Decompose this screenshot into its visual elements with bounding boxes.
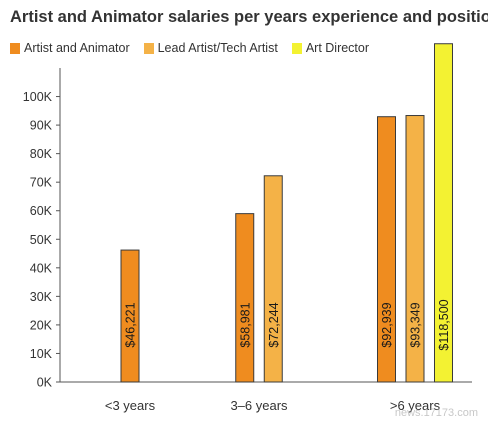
bar-lead-artist-tech-artist-2 — [405, 115, 425, 383]
bar-value-label: $72,244 — [267, 302, 281, 347]
bar-lead-artist-tech-artist-1 — [263, 175, 283, 383]
legend-label-lead-artist: Lead Artist/Tech Artist — [157, 41, 278, 55]
y-tick-label: 30K — [30, 290, 53, 304]
y-tick-label: 80K — [30, 147, 53, 161]
y-tick-label: 10K — [30, 347, 53, 361]
bar-art-director-2 — [434, 43, 453, 383]
legend-swatch-art-director — [291, 42, 302, 54]
y-tick-label: 70K — [30, 176, 53, 190]
watermark-text: news.17173.com — [394, 407, 478, 419]
legend: Artist and Animator Lead Artist/Tech Art… — [10, 41, 369, 55]
y-tick-label: 50K — [30, 233, 53, 247]
bar-artist-and-animator-2 — [377, 116, 396, 383]
bar-value-label: $93,349 — [409, 302, 423, 347]
legend-label-art-director: Art Director — [305, 41, 370, 55]
legend-item-art-director: Art Director — [291, 41, 370, 55]
y-tick-label: 100K — [23, 90, 53, 104]
bar-artist-and-animator-1 — [235, 213, 255, 383]
chart-title: Artist and Animator salaries per years e… — [10, 8, 488, 26]
y-tick-label: 90K — [30, 119, 53, 133]
legend-item-artist-animator: Artist and Animator — [10, 41, 130, 55]
bar-value-label: $118,500 — [437, 299, 451, 350]
bar-value-label: $92,939 — [380, 302, 394, 347]
bar-value-label: $46,221 — [124, 302, 138, 347]
legend-item-lead-artist: Lead Artist/Tech Artist — [143, 41, 278, 55]
legend-label-artist-animator: Artist and Animator — [24, 41, 130, 55]
legend-swatch-artist-animator — [10, 42, 20, 54]
x-tick-label: >6 years — [390, 398, 441, 413]
legend-swatch-lead-artist — [143, 42, 154, 54]
bar-artist-and-animator-0 — [120, 249, 140, 383]
x-tick-label: 3–6 years — [230, 398, 288, 413]
y-tick-label: 0K — [37, 376, 53, 390]
y-tick-label: 40K — [30, 261, 53, 275]
x-tick-label: <3 years — [105, 398, 156, 413]
y-tick-label: 20K — [30, 318, 53, 332]
y-tick-label: 60K — [30, 204, 53, 218]
bar-value-label: $58,981 — [238, 302, 252, 347]
